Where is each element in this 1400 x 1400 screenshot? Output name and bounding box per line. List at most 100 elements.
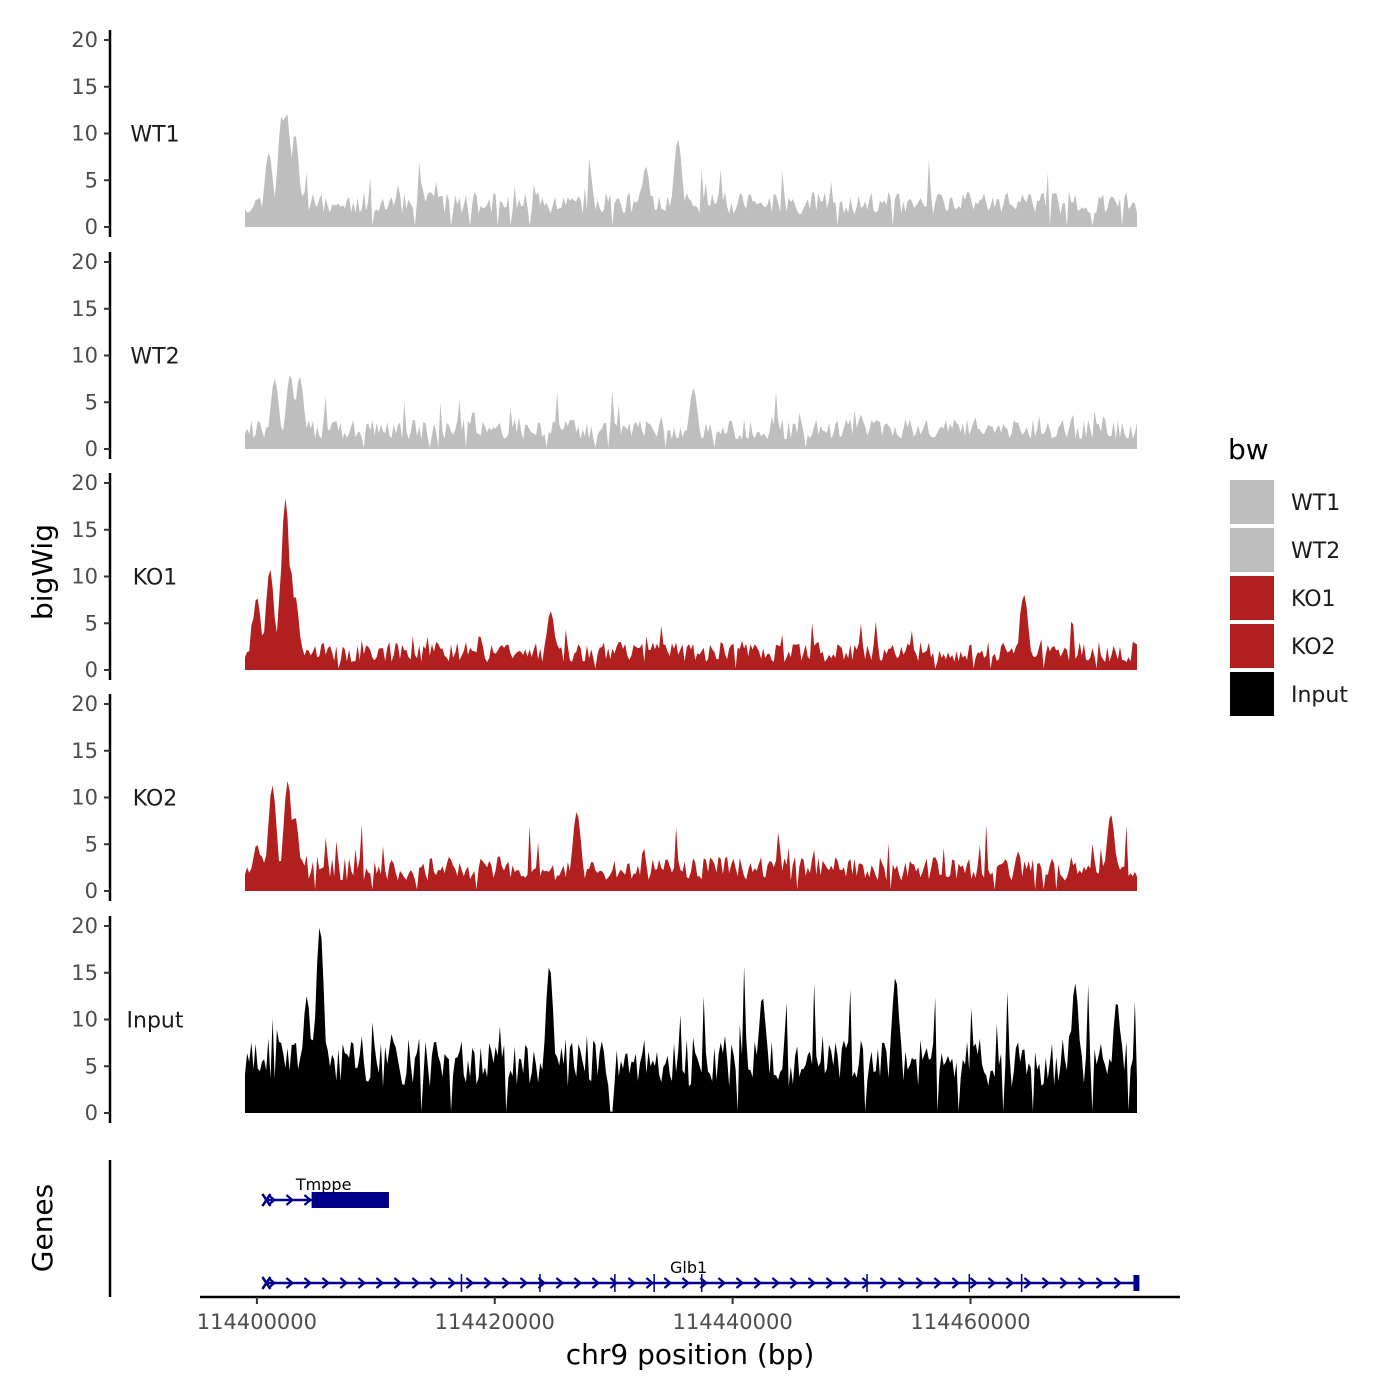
strand-arrow [843,1277,853,1289]
strand-arrow [411,1277,421,1289]
gene-exon [311,1192,389,1208]
gene-start-mark [261,1276,272,1290]
strand-arrow [303,1277,313,1289]
strand-arrow [915,1277,925,1289]
coverage-area-ko1 [245,498,1137,670]
strand-arrow [591,1277,601,1289]
track-label: WT2 [130,345,179,370]
strand-arrow [609,1277,619,1289]
y-tick-label: 15 [71,518,98,542]
coverage-area-input [245,927,1137,1113]
legend-label: WT2 [1291,539,1340,564]
strand-arrow [357,1277,367,1289]
y-tick-label: 15 [71,75,98,99]
y-tick-label: 0 [85,437,98,461]
strand-arrow [321,1277,331,1289]
strand-arrow [681,1277,691,1289]
y-tick-label: 5 [85,390,98,414]
y-tick-label: 15 [71,961,98,985]
x-axis: 114400000 114420000 114440000 114460000 [197,1295,1180,1334]
strand-arrow [897,1277,907,1289]
y-tick-label: 15 [71,297,98,321]
track-label: KO2 [133,787,178,812]
y-tick-label: 5 [85,168,98,192]
strand-arrow [627,1277,637,1289]
y-axis-title: bigWig [26,524,59,620]
y-tick-label: 5 [85,1054,98,1078]
y-tick-label: 10 [71,344,98,368]
genes-layer: Tmppe Glb1 [108,1160,1140,1297]
track-ko1: 0 5 10 15 20 KO1 [71,471,1137,682]
tracks-layer: 0 5 10 15 20 WT1 0 5 10 15 20 WT2 0 5 10 15 20 KO1 0 5 10 15 2… [71,28,1137,1125]
strand-arrow [465,1277,475,1289]
track-input: 0 5 10 15 20 Input [71,914,1137,1125]
gene-start-mark [261,1193,272,1207]
x-tick-label: 114400000 [197,1310,317,1334]
strand-arrow [717,1277,727,1289]
strand-arrow [987,1277,997,1289]
y-tick-label: 0 [85,215,98,239]
strand-arrow [969,1277,979,1289]
strand-arrow [429,1277,439,1289]
strand-arrow [789,1277,799,1289]
strand-arrow [933,1277,943,1289]
strand-arrow [339,1277,349,1289]
strand-arrow [825,1277,835,1289]
y-tick-label: 20 [71,471,98,495]
y-tick-label: 0 [85,1101,98,1125]
strand-arrow [1095,1277,1105,1289]
track-wt1: 0 5 10 15 20 WT1 [71,28,1137,239]
y-tick-label: 10 [71,565,98,589]
strand-arrow [1077,1277,1087,1289]
strand-arrow [861,1277,871,1289]
strand-arrow [519,1277,529,1289]
strand-arrow [555,1277,565,1289]
legend-swatch-wt1 [1230,480,1274,524]
track-label: WT1 [130,123,179,148]
y-tick-label: 5 [85,832,98,856]
legend-swatch-ko1 [1230,576,1274,620]
y-tick-label: 20 [71,914,98,938]
strand-arrow [807,1277,817,1289]
track-wt2: 0 5 10 15 20 WT2 [71,250,1137,461]
strand-arrow [375,1277,385,1289]
gene-glb1: Glb1 [261,1258,1140,1292]
gene-exon [1133,1275,1140,1291]
legend-label: KO1 [1291,587,1336,612]
strand-arrow [1023,1277,1033,1289]
track-label: KO1 [133,566,178,591]
y-tick-label: 20 [71,250,98,274]
strand-arrow [1059,1277,1069,1289]
strand-arrow [501,1277,511,1289]
coverage-area-wt2 [245,375,1137,449]
strand-arrow [1041,1277,1051,1289]
track-ko2: 0 5 10 15 20 KO2 [71,692,1137,903]
legend-title: bw [1228,433,1269,466]
coverage-area-wt1 [245,114,1137,227]
x-tick-label: 114460000 [910,1310,1030,1334]
x-tick-label: 114440000 [673,1310,793,1334]
y-tick-label: 15 [71,739,98,763]
strand-arrow [573,1277,583,1289]
gene-label: Glb1 [670,1258,707,1277]
strand-arrow [663,1277,673,1289]
coverage-area-ko2 [245,781,1137,891]
legend-swatch-input [1230,672,1274,716]
legend-label: KO2 [1291,635,1336,660]
strand-arrow [285,1194,295,1206]
gene-tmppe: Tmppe [261,1175,389,1208]
strand-arrow [735,1277,745,1289]
strand-arrow [753,1277,763,1289]
strand-arrow [267,1194,277,1206]
gene-label: Tmppe [295,1175,352,1194]
x-axis-title: chr9 position (bp) [566,1338,815,1371]
y-tick-label: 0 [85,658,98,682]
strand-arrow [285,1277,295,1289]
strand-arrow [1005,1277,1015,1289]
legend-swatch-wt2 [1230,528,1274,572]
legend: WT1 WT2 KO1 KO2 Input [1230,480,1348,716]
y-tick-label: 0 [85,879,98,903]
legend-label: WT1 [1291,491,1340,516]
strand-arrow [951,1277,961,1289]
